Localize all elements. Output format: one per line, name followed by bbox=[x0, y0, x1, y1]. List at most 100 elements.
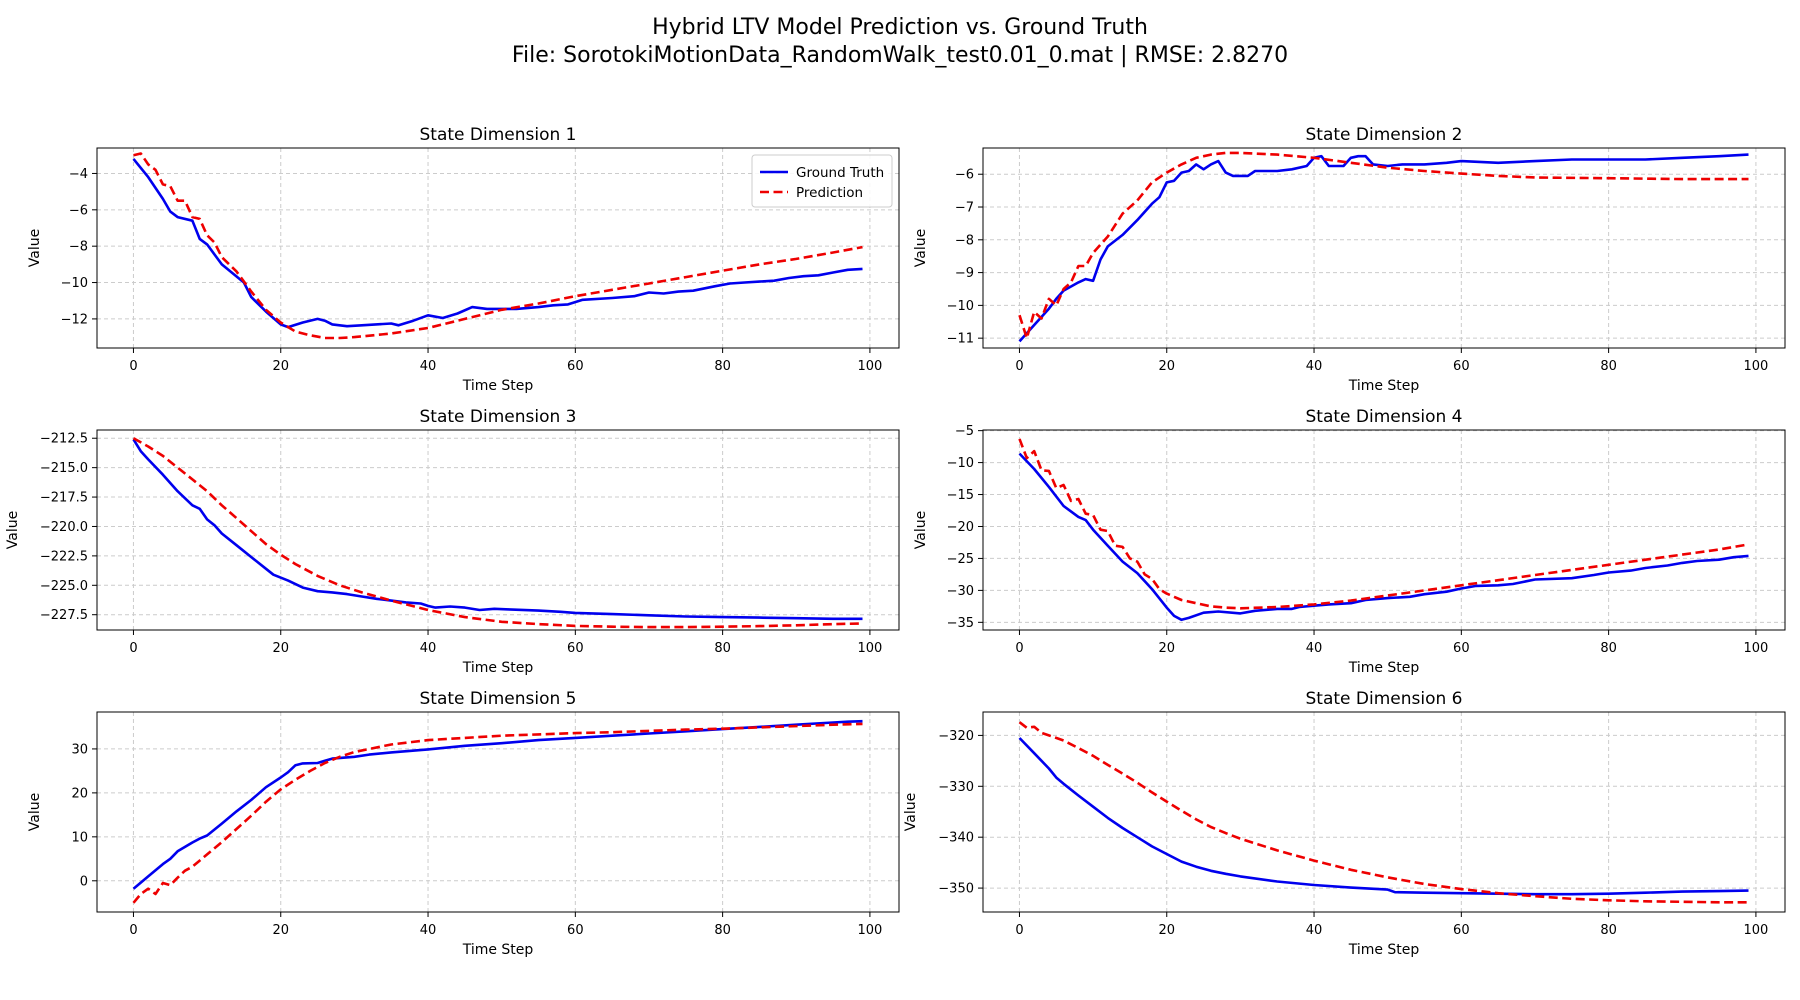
x-tick-label: 0 bbox=[1015, 359, 1023, 374]
x-tick-label: 100 bbox=[1743, 641, 1768, 656]
axes-frame bbox=[982, 711, 1786, 913]
x-tick-label: 60 bbox=[567, 641, 584, 656]
x-tick-label: 40 bbox=[1306, 923, 1323, 938]
x-axis-label: Time Step bbox=[1348, 660, 1420, 676]
series-prediction-line bbox=[133, 152, 863, 340]
x-tick-label: 60 bbox=[1453, 359, 1470, 374]
y-tick-label: −217.5 bbox=[40, 491, 88, 506]
y-tick-label: −15 bbox=[947, 488, 974, 503]
x-tick-label: 20 bbox=[272, 641, 289, 656]
chart-title: State Dimension 1 bbox=[420, 125, 577, 145]
y-tick-label: −4 bbox=[69, 167, 88, 182]
series-ground-truth-line bbox=[1018, 452, 1749, 622]
legend-label: Prediction bbox=[796, 185, 863, 201]
x-tick-label: 60 bbox=[1453, 641, 1470, 656]
y-tick-label: −350 bbox=[938, 882, 974, 897]
series-ground-truth-line bbox=[132, 158, 863, 329]
legend-label: Ground Truth bbox=[796, 165, 884, 181]
y-tick-label: −10 bbox=[947, 299, 974, 314]
x-tick-label: 80 bbox=[1600, 359, 1617, 374]
series-prediction-line bbox=[1018, 151, 1749, 340]
x-tick-label: 100 bbox=[857, 923, 882, 938]
x-tick-label: 20 bbox=[272, 359, 289, 374]
y-tick-label: 0 bbox=[80, 874, 88, 889]
y-tick-label: −6 bbox=[955, 168, 974, 183]
chart-title: State Dimension 3 bbox=[420, 407, 577, 427]
y-tick-label: −35 bbox=[947, 616, 974, 631]
y-axis-label: Value bbox=[5, 511, 21, 549]
x-axis-label: Time Step bbox=[462, 378, 534, 394]
axes-frame bbox=[96, 429, 900, 631]
chart-panel-1: 0 20 40 60 80 100 −12 −10 −8 −6 −4 State Dimension … bbox=[27, 125, 900, 394]
x-tick-label: 0 bbox=[129, 641, 137, 656]
y-axis-label: Value bbox=[27, 793, 43, 831]
y-tick-label: −320 bbox=[938, 729, 974, 744]
chart-panel-2: 0 20 40 60 80 100 −11 −10 −9 −8 −7 −6 State Dimensio… bbox=[913, 125, 1786, 394]
x-tick-label: 40 bbox=[420, 641, 437, 656]
y-axis-label: Value bbox=[903, 793, 919, 831]
y-tick-label: −220.0 bbox=[40, 520, 88, 535]
chart-panel-6: 0 20 40 60 80 100 −350 −340 −330 −320 State Dimens… bbox=[903, 689, 1786, 958]
y-tick-label: −30 bbox=[947, 584, 974, 599]
chart-title: State Dimension 2 bbox=[1306, 125, 1463, 145]
x-tick-label: 60 bbox=[567, 923, 584, 938]
y-tick-label: 10 bbox=[71, 830, 88, 845]
y-tick-label: −225.0 bbox=[40, 579, 88, 594]
chart-panel-3: 0 20 40 60 80 100 −227.5 −225.0 −222.5 −220.0 −217… bbox=[5, 407, 900, 676]
axes-frame bbox=[982, 429, 1786, 631]
y-tick-label: −222.5 bbox=[40, 549, 88, 564]
x-tick-label: 20 bbox=[272, 923, 289, 938]
chart-panel-4: 0 20 40 60 80 100 −35 −30 −25 −20 −15 −10 −5 State Di… bbox=[913, 407, 1786, 676]
x-tick-label: 40 bbox=[1306, 359, 1323, 374]
y-tick-label: −7 bbox=[955, 201, 974, 216]
x-tick-label: 0 bbox=[1015, 923, 1023, 938]
x-tick-label: 0 bbox=[1015, 641, 1023, 656]
figure-title-line-2: File: SorotokiMotionData_RandomWalk_test… bbox=[511, 43, 1289, 68]
x-axis-label: Time Step bbox=[1348, 942, 1420, 958]
series-ground-truth-line bbox=[1018, 737, 1749, 896]
x-tick-label: 80 bbox=[714, 641, 731, 656]
x-tick-label: 0 bbox=[129, 923, 137, 938]
x-tick-label: 80 bbox=[714, 923, 731, 938]
y-tick-label: −11 bbox=[947, 332, 974, 347]
y-tick-label: −340 bbox=[938, 831, 974, 846]
figure-title-line-1: Hybrid LTV Model Prediction vs. Ground T… bbox=[652, 15, 1148, 40]
y-tick-label: −9 bbox=[955, 266, 974, 281]
x-tick-label: 100 bbox=[857, 359, 882, 374]
figure-title: Hybrid LTV Model Prediction vs. Ground T… bbox=[0, 14, 1800, 70]
chart-panel-5: 0 20 40 60 80 100 0 10 20 30 State Dimension 5 Time… bbox=[27, 689, 900, 958]
y-tick-label: −25 bbox=[947, 552, 974, 567]
legend: Ground Truth Prediction bbox=[751, 154, 893, 208]
chart-title: State Dimension 4 bbox=[1306, 407, 1463, 427]
series-prediction-line bbox=[132, 437, 863, 629]
y-tick-label: −227.5 bbox=[40, 608, 88, 623]
series-ground-truth-line bbox=[132, 438, 863, 621]
x-tick-label: 80 bbox=[1600, 641, 1617, 656]
y-tick-label: −10 bbox=[947, 456, 974, 471]
y-tick-label: 20 bbox=[71, 786, 88, 801]
series-ground-truth-line bbox=[1018, 153, 1749, 343]
x-tick-label: 40 bbox=[1306, 641, 1323, 656]
y-tick-label: −6 bbox=[69, 203, 88, 218]
y-axis-label: Value bbox=[913, 511, 929, 549]
y-tick-label: −215.0 bbox=[40, 461, 88, 476]
y-tick-label: −212.5 bbox=[40, 432, 88, 447]
x-tick-label: 80 bbox=[714, 359, 731, 374]
x-tick-label: 20 bbox=[1158, 359, 1175, 374]
y-tick-label: −8 bbox=[955, 233, 974, 248]
axes-frame bbox=[982, 147, 1786, 349]
chart-title: State Dimension 6 bbox=[1306, 689, 1463, 709]
x-axis-label: Time Step bbox=[1348, 378, 1420, 394]
chart-title: State Dimension 5 bbox=[420, 689, 577, 709]
y-axis-label: Value bbox=[27, 229, 43, 267]
x-tick-label: 0 bbox=[129, 359, 137, 374]
y-tick-label: −12 bbox=[61, 312, 88, 327]
y-tick-label: −330 bbox=[938, 780, 974, 795]
x-tick-label: 100 bbox=[1743, 923, 1768, 938]
y-axis-label: Value bbox=[913, 229, 929, 267]
y-tick-label: −20 bbox=[947, 520, 974, 535]
x-tick-label: 100 bbox=[1743, 359, 1768, 374]
x-tick-label: 40 bbox=[420, 923, 437, 938]
y-tick-label: 30 bbox=[71, 742, 88, 757]
